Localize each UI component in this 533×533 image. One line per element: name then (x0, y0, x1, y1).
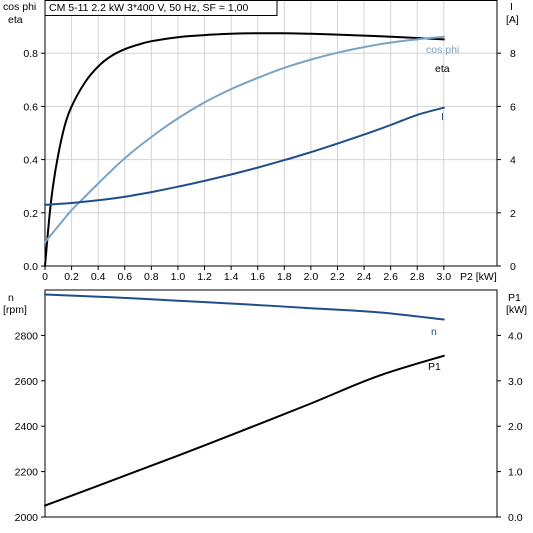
cos-phi-series-label: cos phi (426, 44, 459, 56)
y-right-axis-label-line1: I (510, 1, 513, 13)
x-tick-label: 1.0 (171, 271, 186, 283)
y-left-axis-label-line2: [rpm] (3, 304, 27, 316)
x-tick-label: 2.6 (383, 271, 398, 283)
x-tick-label: 2.4 (357, 271, 372, 283)
y-left-tick-label: 2000 (15, 512, 39, 524)
y-left-tick-label: 0.6 (23, 101, 38, 113)
y-left-tick-label: 2600 (15, 376, 39, 388)
p1-series-label: P1 (428, 361, 441, 373)
y-right-tick-label: 3.0 (508, 376, 523, 388)
title-box (44, 0, 278, 16)
x-tick-label: 2.8 (410, 271, 425, 283)
bottom-panel: 200022002400260028000.01.02.03.04.0n[rpm… (3, 289, 527, 524)
x-tick-label: 0.2 (64, 271, 79, 283)
i-curve (44, 106, 445, 206)
y-right-tick-label: 2.0 (508, 421, 523, 433)
y-right-axis-label-line1: P1 (508, 292, 521, 304)
y-left-tick-label: 0.4 (23, 155, 38, 167)
y-right-tick-label: 4 (510, 155, 516, 167)
y-right-tick-label: 2 (510, 208, 516, 220)
x-tick-label: 0.4 (91, 271, 106, 283)
x-axis-label: P2 [kW] (460, 271, 497, 283)
x-tick-label: 0 (42, 271, 48, 283)
y-left-tick-label: 0.2 (23, 208, 38, 220)
y-left-axis-label-line1: n (8, 292, 14, 304)
x-tick-label: 1.4 (224, 271, 239, 283)
current-series-label: I (441, 111, 444, 123)
y-right-tick-label: 8 (510, 48, 516, 60)
x-tick-label: 0.6 (117, 271, 132, 283)
x-tick-label: 3.0 (437, 271, 452, 283)
y-left-tick-label: 0.8 (23, 48, 38, 60)
y-left-tick-label: 2200 (15, 467, 39, 479)
y-left-tick-label: 0.0 (23, 261, 38, 273)
x-tick-label: 1.6 (250, 271, 265, 283)
y-right-axis-label-line2: [A] (506, 14, 519, 26)
p1-curve (44, 354, 445, 507)
y-left-tick-label: 2800 (15, 330, 39, 342)
y-right-tick-label: 6 (510, 101, 516, 113)
top-panel: 0 0.2 0.4 0.6 0.8 1.0 1.2 1.4 1.6 1.8 2.0 2.2 2.4 2.6… (3, 0, 519, 283)
y-right-tick-label: 1.0 (508, 467, 523, 479)
y-right-tick-label: 0.0 (508, 512, 523, 524)
x-tick-label: 0.8 (144, 271, 159, 283)
x-tick-label: 2.0 (304, 271, 319, 283)
y-right-tick-label: 4.0 (508, 330, 523, 342)
y-left-tick-label: 2400 (15, 421, 39, 433)
chart-title: CM 5-11 2.2 kW 3*400 V, 50 Hz, SF = 1,00 (49, 2, 248, 14)
bottom-plot-frame (44, 289, 498, 518)
y-right-tick-label: 0 (510, 261, 516, 273)
y-left-axis-label-line1: cos phi (3, 1, 36, 13)
x-tick-label: 2.2 (330, 271, 345, 283)
x-tick-label: 1.8 (277, 271, 292, 283)
x-tick-label: 1.2 (197, 271, 212, 283)
n-curve (44, 293, 445, 321)
eta-curve (44, 32, 445, 267)
speed-series-label: n (431, 326, 437, 338)
y-right-axis-label-line2: [kW] (506, 304, 527, 316)
y-left-axis-label-line2: eta (8, 14, 23, 26)
eta-series-label: eta (435, 63, 450, 75)
cos-phi-curve (44, 35, 445, 244)
